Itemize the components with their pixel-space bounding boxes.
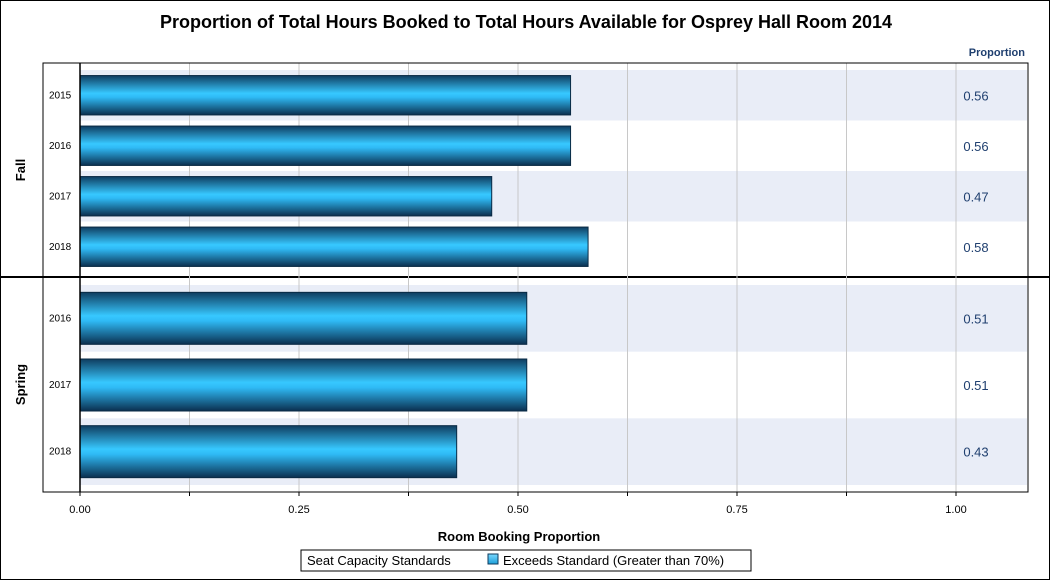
x-axis: 0.00 0.25 0.50 0.75 1.00	[69, 63, 967, 516]
x-tick-label: 0.50	[507, 504, 528, 516]
chart-title: Proportion of Total Hours Booked to Tota…	[160, 12, 892, 32]
legend-box	[300, 549, 752, 572]
x-axis-title: Room Booking Proportion	[438, 529, 601, 544]
category-label: 2018	[49, 242, 72, 253]
group-label-fall: Fall	[13, 159, 28, 181]
category-label: 2015	[49, 90, 72, 101]
value-label: 0.56	[963, 88, 988, 103]
category-label: 2016	[49, 313, 72, 324]
group-label-spring: Spring	[13, 364, 28, 405]
bar-fall-2016	[79, 125, 572, 166]
category-label: 2016	[49, 141, 72, 152]
gridlines	[1, 63, 1049, 492]
plot-border	[42, 62, 1029, 493]
category-label: 2018	[49, 447, 72, 458]
bar-spring-2017	[79, 358, 528, 412]
value-labels: 0.56 0.56 0.47 0.58 0.51 0.51 0.43	[963, 88, 988, 459]
x-tick-label: 0.25	[288, 504, 309, 516]
legend-entry: Exceeds Standard (Greater than 70%)	[503, 553, 724, 568]
value-label: 0.58	[963, 240, 988, 255]
category-label: 2017	[49, 191, 72, 202]
category-label: 2017	[49, 380, 72, 391]
value-label: 0.43	[963, 445, 988, 460]
legend-swatch	[487, 553, 499, 565]
bar-fall-2018	[79, 226, 589, 267]
bar-spring-2018	[79, 425, 458, 479]
value-label: 0.56	[963, 139, 988, 154]
bar-fall-2017	[79, 176, 493, 217]
value-column-header: Proportion	[969, 47, 1025, 59]
bar-fall-2015	[79, 75, 572, 116]
value-label: 0.47	[963, 189, 988, 204]
legend: Seat Capacity Standards Exceeds Standard…	[300, 549, 752, 572]
bar-spring-2016	[79, 291, 528, 345]
value-label: 0.51	[963, 311, 988, 326]
legend-title: Seat Capacity Standards	[307, 553, 451, 568]
group-labels: Fall Spring	[13, 159, 28, 405]
bars	[79, 75, 589, 479]
x-tick-label: 0.00	[69, 504, 90, 516]
x-tick-label: 0.75	[726, 504, 747, 516]
x-tick-label: 1.00	[945, 504, 966, 516]
category-labels: 2015 2016 2017 2018 2016 2017 2018	[49, 90, 72, 457]
value-label: 0.51	[963, 378, 988, 393]
